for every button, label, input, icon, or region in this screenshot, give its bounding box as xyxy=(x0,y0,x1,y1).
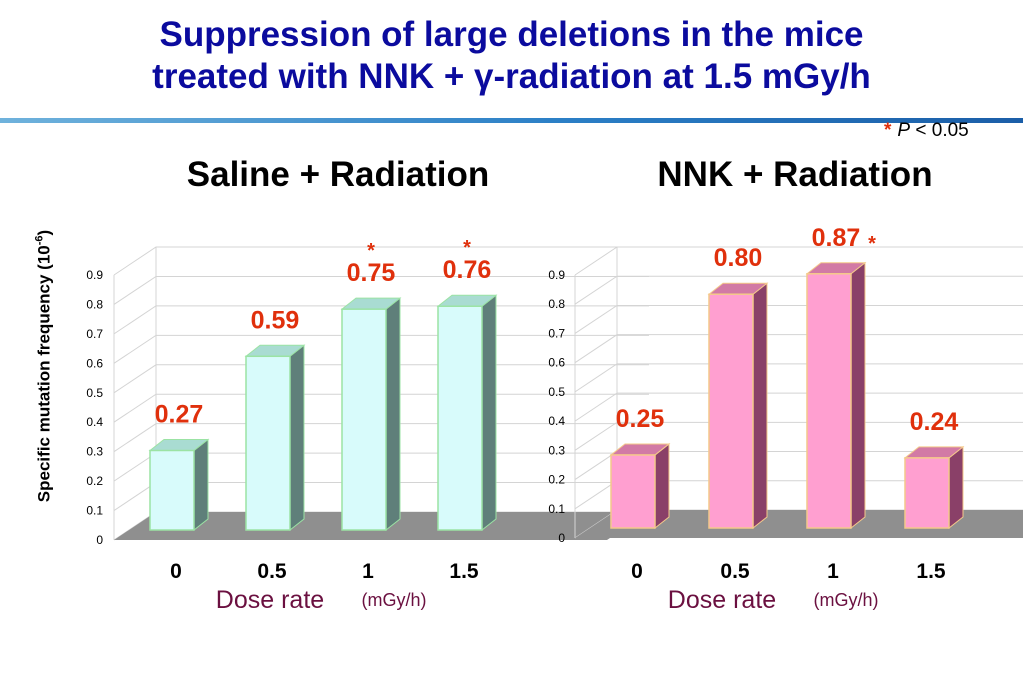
x-axis-unit: (mGy/h) xyxy=(814,590,879,610)
bar xyxy=(149,449,195,531)
bar xyxy=(904,457,950,529)
gridline xyxy=(574,363,1023,393)
y-tick-label: 0.1 xyxy=(86,504,103,518)
y-tick-label: 0.4 xyxy=(548,414,565,428)
value-label: 0.80 xyxy=(714,244,763,272)
value-label: 0.24 xyxy=(910,408,959,436)
gridline xyxy=(574,246,1023,276)
significance-note: * P < 0.05 xyxy=(884,120,969,142)
bar-side xyxy=(193,438,209,532)
bar-side xyxy=(752,282,768,530)
y-tick-label: 0.2 xyxy=(548,473,565,487)
bar-side xyxy=(385,297,401,532)
significance-marker: * xyxy=(463,237,471,259)
gridline xyxy=(574,275,1023,305)
x-tick-label: 0.5 xyxy=(720,560,750,583)
y-tick-label: 0.1 xyxy=(548,502,565,516)
bar xyxy=(610,454,656,529)
y-tick-label: 0.2 xyxy=(86,474,103,488)
bar-side xyxy=(289,344,305,532)
y-tick-label: 0 xyxy=(558,531,565,545)
significance-star: * xyxy=(884,120,892,141)
bar xyxy=(437,305,483,531)
value-label: 0.87 xyxy=(812,224,861,252)
chart-title: Saline + Radiation xyxy=(187,155,489,194)
y-tick-label: 0.8 xyxy=(86,297,103,311)
value-label: 0.75 xyxy=(347,259,396,287)
y-tick-label: 0 xyxy=(96,533,103,547)
y-tick-label: 0.4 xyxy=(86,415,103,429)
significance-p: P xyxy=(897,120,911,141)
gridline xyxy=(574,304,1023,334)
significance-threshold: < 0.05 xyxy=(915,120,969,141)
x-tick-label: 1 xyxy=(362,560,374,583)
bar-side xyxy=(948,445,964,530)
y-tick-label: 0.6 xyxy=(548,356,565,370)
y-tick-label: 0.3 xyxy=(548,443,565,457)
bar-side xyxy=(654,442,670,530)
value-label: 0.27 xyxy=(155,401,204,429)
x-axis-label: Dose rate xyxy=(216,586,324,614)
x-tick-label: 0.5 xyxy=(257,560,287,583)
y-tick-label: 0.9 xyxy=(548,268,565,282)
title-line-1: Suppression of large deletions in the mi… xyxy=(159,15,864,54)
title-divider xyxy=(0,118,1023,123)
y-tick-label: 0.6 xyxy=(86,356,103,370)
x-tick-label: 1 xyxy=(827,560,839,583)
value-label: 0.25 xyxy=(616,405,665,433)
bar xyxy=(708,293,754,529)
significance-marker: * xyxy=(868,233,876,255)
slide-title: Suppression of large deletions in the mi… xyxy=(0,14,1023,98)
bar-side xyxy=(850,261,866,530)
x-tick-label: 1.5 xyxy=(916,560,946,583)
y-tick-label: 0.7 xyxy=(548,326,565,340)
gridline xyxy=(574,334,1023,364)
y-tick-label: 0.5 xyxy=(86,386,103,400)
y-tick-label: 0.3 xyxy=(86,445,103,459)
x-tick-label: 0 xyxy=(170,560,182,583)
value-label: 0.76 xyxy=(443,256,492,284)
x-axis-unit: (mGy/h) xyxy=(362,590,427,610)
significance-marker: * xyxy=(367,240,375,262)
x-tick-label: 0 xyxy=(631,560,643,583)
bar xyxy=(806,273,852,529)
chart-title: NNK + Radiation xyxy=(657,155,932,194)
y-tick-label: 0.9 xyxy=(86,268,103,282)
y-tick-label: 0.7 xyxy=(86,327,103,341)
bar xyxy=(245,355,291,531)
y-tick-label: 0.5 xyxy=(548,385,565,399)
value-label: 0.59 xyxy=(251,306,300,334)
title-line-2: treated with NNK + γ-radiation at 1.5 mG… xyxy=(152,57,871,96)
bar xyxy=(341,308,387,531)
x-axis-label: Dose rate xyxy=(668,586,776,614)
x-tick-label: 1.5 xyxy=(449,560,479,583)
bar-side xyxy=(481,294,497,532)
y-tick-label: 0.8 xyxy=(548,297,565,311)
